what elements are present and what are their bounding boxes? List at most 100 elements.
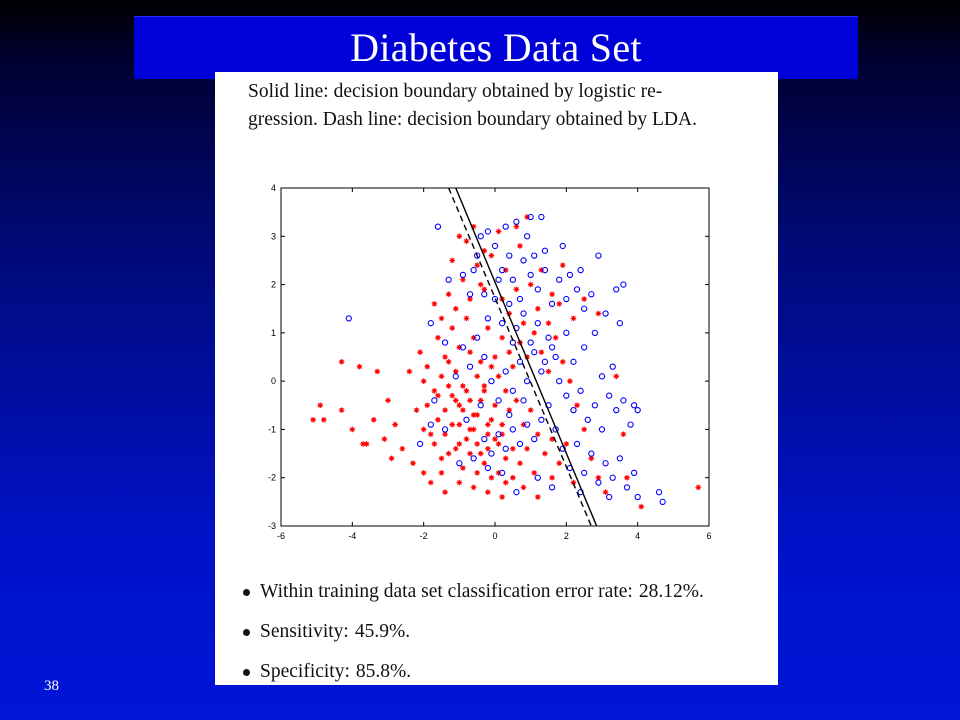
circle-point bbox=[541, 247, 549, 254]
star-point bbox=[452, 368, 459, 375]
circle-point bbox=[456, 460, 463, 467]
star-point bbox=[556, 301, 562, 307]
star-point bbox=[488, 416, 495, 423]
star-point bbox=[620, 431, 627, 438]
star-point bbox=[460, 383, 466, 389]
star-point bbox=[449, 421, 455, 428]
circle-point bbox=[616, 320, 623, 327]
star-point bbox=[438, 373, 445, 380]
circle-point bbox=[495, 397, 502, 404]
x-tick-label: 2 bbox=[564, 531, 569, 541]
star-point bbox=[695, 484, 702, 491]
star-point bbox=[570, 315, 577, 322]
star-point bbox=[477, 359, 484, 365]
circle-point bbox=[588, 291, 595, 298]
circle-point bbox=[609, 474, 616, 481]
star-point bbox=[392, 421, 398, 428]
circle-point bbox=[534, 286, 541, 293]
circle-point bbox=[495, 276, 502, 283]
star-point bbox=[310, 416, 316, 423]
circle-point bbox=[477, 233, 484, 240]
star-point bbox=[431, 388, 438, 394]
star-point bbox=[531, 330, 538, 336]
star-point bbox=[499, 421, 505, 428]
circle-point bbox=[598, 426, 606, 433]
circle-point bbox=[556, 377, 563, 385]
star-point bbox=[535, 431, 541, 438]
circle-point bbox=[484, 228, 492, 235]
bullet-sensitivity: Sensitivity: 45.9%. bbox=[243, 612, 773, 652]
circle-point bbox=[613, 406, 620, 414]
bullet-value: 85.8%. bbox=[355, 661, 412, 682]
star-point bbox=[452, 305, 459, 312]
star-point bbox=[520, 421, 527, 428]
star-point bbox=[502, 479, 509, 486]
star-point bbox=[374, 368, 381, 375]
star-point bbox=[517, 243, 523, 249]
star-point bbox=[535, 305, 541, 312]
circle-point bbox=[541, 358, 549, 365]
circle-point bbox=[520, 257, 527, 264]
circle-point bbox=[502, 223, 509, 230]
star-point bbox=[624, 474, 630, 481]
y-tick-label: 2 bbox=[271, 280, 276, 290]
circle-point bbox=[516, 358, 524, 365]
star-point bbox=[545, 320, 552, 326]
circle-point bbox=[616, 455, 623, 462]
star-point bbox=[470, 334, 477, 341]
circle-point bbox=[570, 358, 577, 365]
star-point bbox=[420, 426, 427, 433]
star-point bbox=[495, 373, 502, 380]
circle-point bbox=[427, 421, 434, 428]
star-point bbox=[527, 407, 534, 413]
star-point bbox=[549, 436, 555, 442]
star-point bbox=[581, 426, 587, 433]
circle-point bbox=[534, 320, 541, 327]
star-point bbox=[545, 368, 552, 375]
circle-point bbox=[634, 493, 641, 501]
circle-point bbox=[416, 440, 424, 448]
star-point bbox=[474, 441, 480, 447]
star-point bbox=[420, 378, 427, 384]
slide-title: Diabetes Data Set bbox=[350, 25, 642, 70]
star-point bbox=[428, 479, 434, 486]
star-point bbox=[424, 402, 431, 409]
bullet-dot-icon bbox=[243, 588, 250, 596]
circle-point bbox=[573, 286, 581, 293]
bullet-value: 45.9%. bbox=[354, 621, 411, 642]
title-bar: Diabetes Data Set bbox=[134, 16, 858, 79]
star-point bbox=[499, 334, 505, 341]
circle-point bbox=[509, 426, 516, 433]
circle-point bbox=[605, 493, 613, 501]
star-point bbox=[513, 286, 520, 293]
star-point bbox=[502, 388, 509, 394]
star-point bbox=[420, 470, 427, 476]
bullet-label: Within training data set classification … bbox=[260, 581, 633, 602]
circle-point bbox=[595, 479, 602, 486]
star-point bbox=[385, 397, 391, 404]
circle-point bbox=[441, 426, 449, 433]
circle-point bbox=[577, 387, 584, 394]
star-point bbox=[438, 470, 445, 476]
slide-number: 38 bbox=[44, 678, 59, 694]
star-point bbox=[438, 455, 445, 462]
circle-point bbox=[584, 416, 591, 423]
star-point bbox=[317, 402, 324, 409]
star-point bbox=[370, 416, 377, 423]
star-point bbox=[463, 315, 470, 322]
star-point bbox=[449, 257, 455, 264]
star-point bbox=[435, 416, 441, 423]
circle-point bbox=[427, 320, 434, 327]
star-point bbox=[424, 363, 431, 370]
star-point bbox=[488, 252, 495, 259]
star-point bbox=[417, 349, 423, 355]
star-point bbox=[570, 479, 577, 486]
star-point bbox=[349, 426, 356, 433]
star-point bbox=[406, 368, 413, 375]
y-tick-label: 0 bbox=[271, 376, 276, 386]
circle-point bbox=[602, 460, 609, 467]
star-point bbox=[559, 359, 566, 365]
star-point bbox=[456, 421, 463, 428]
star-point bbox=[485, 489, 491, 495]
star-point bbox=[449, 325, 455, 331]
